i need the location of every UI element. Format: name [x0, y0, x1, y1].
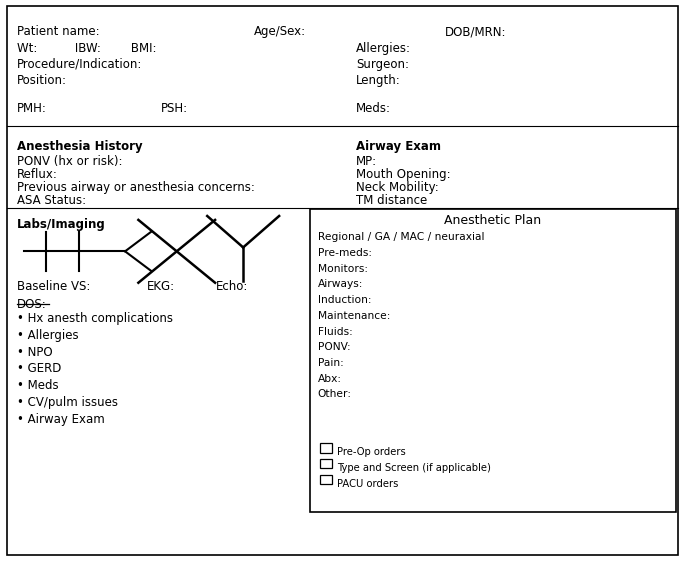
Text: Pre-meds:: Pre-meds: — [318, 248, 372, 258]
Text: • Airway Exam: • Airway Exam — [17, 413, 105, 426]
Text: PONV (hx or risk):: PONV (hx or risk): — [17, 155, 123, 168]
Text: Length:: Length: — [356, 74, 401, 87]
Text: PMH:: PMH: — [17, 102, 47, 115]
Text: Monitors:: Monitors: — [318, 264, 368, 274]
Text: Mouth Opening:: Mouth Opening: — [356, 168, 451, 181]
Text: Airway Exam: Airway Exam — [356, 140, 441, 153]
Text: Abx:: Abx: — [318, 374, 342, 384]
Text: Pre-Op orders: Pre-Op orders — [337, 447, 406, 457]
Bar — [320, 459, 332, 468]
Text: Type and Screen (if applicable): Type and Screen (if applicable) — [337, 463, 491, 473]
Text: Echo:: Echo: — [216, 280, 248, 293]
Text: Patient name:: Patient name: — [17, 25, 100, 38]
Text: ASA Status:: ASA Status: — [17, 194, 86, 207]
Text: Allergies:: Allergies: — [356, 42, 411, 54]
Text: PONV:: PONV: — [318, 342, 351, 352]
Text: Previous airway or anesthesia concerns:: Previous airway or anesthesia concerns: — [17, 181, 255, 194]
Text: Anesthesia History: Anesthesia History — [17, 140, 142, 153]
Text: • Hx anesth complications: • Hx anesth complications — [17, 312, 173, 325]
Text: EKG:: EKG: — [147, 280, 175, 293]
Text: Anesthetic Plan: Anesthetic Plan — [445, 214, 541, 227]
Bar — [310, 209, 676, 512]
Text: MP:: MP: — [356, 155, 377, 168]
Text: DOS:: DOS: — [17, 298, 47, 311]
Text: Labs/Imaging: Labs/Imaging — [17, 218, 106, 231]
Text: • GERD: • GERD — [17, 362, 62, 375]
Text: Induction:: Induction: — [318, 295, 371, 305]
Text: Fluids:: Fluids: — [318, 327, 353, 337]
Text: PACU orders: PACU orders — [337, 479, 399, 489]
Text: Neck Mobility:: Neck Mobility: — [356, 181, 439, 194]
Text: • Meds: • Meds — [17, 379, 59, 392]
Text: Airways:: Airways: — [318, 279, 363, 289]
Text: Reflux:: Reflux: — [17, 168, 58, 181]
Text: Wt:          IBW:        BMI:: Wt: IBW: BMI: — [17, 42, 157, 54]
Bar — [320, 443, 332, 453]
Text: Pain:: Pain: — [318, 358, 344, 368]
Text: Position:: Position: — [17, 74, 67, 87]
Bar — [320, 475, 332, 484]
Text: PSH:: PSH: — [161, 102, 188, 115]
Text: Maintenance:: Maintenance: — [318, 311, 390, 321]
Text: • Allergies: • Allergies — [17, 329, 79, 342]
Text: • NPO: • NPO — [17, 346, 53, 358]
Text: • CV/pulm issues: • CV/pulm issues — [17, 396, 118, 409]
Text: Other:: Other: — [318, 389, 352, 399]
Text: Meds:: Meds: — [356, 102, 391, 115]
Text: Age/Sex:: Age/Sex: — [253, 25, 306, 38]
Text: Procedure/Indication:: Procedure/Indication: — [17, 58, 142, 71]
Text: DOB/MRN:: DOB/MRN: — [445, 25, 507, 38]
Text: Baseline VS:: Baseline VS: — [17, 280, 90, 293]
Text: Regional / GA / MAC / neuraxial: Regional / GA / MAC / neuraxial — [318, 232, 484, 242]
Text: TM distance: TM distance — [356, 194, 427, 207]
Text: Surgeon:: Surgeon: — [356, 58, 409, 71]
